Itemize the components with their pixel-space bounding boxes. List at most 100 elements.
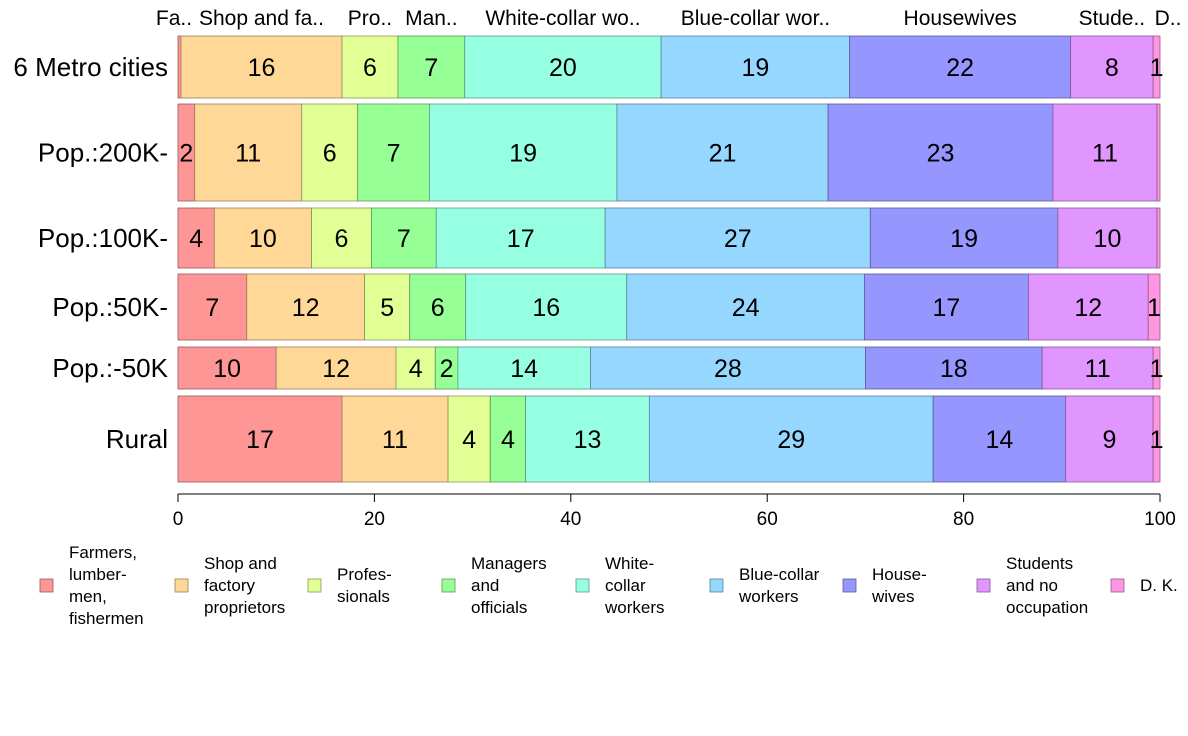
segment-value-label: 19 [509, 140, 537, 168]
segment-value-label: 16 [248, 54, 276, 82]
x-tick-label: 0 [173, 509, 184, 530]
segment-value-label: 1 [1150, 426, 1164, 454]
segment-value-label: 6 [363, 54, 377, 82]
legend-item: Students and no occupation [976, 554, 1088, 617]
bar-segment [1052, 103, 1158, 202]
bar-segment [357, 103, 430, 202]
bar-segment [341, 395, 449, 483]
bar-segment [1152, 35, 1161, 99]
segment-value-label: 1 [1150, 54, 1164, 82]
top-category-labels: Fa.. Shop and fa.. Pro.. Man.. White-collar … [156, 7, 1182, 30]
bar-segment [275, 346, 397, 390]
legend-swatch [1110, 578, 1125, 593]
legend-swatch [976, 578, 991, 593]
segment-value-label: 14 [986, 426, 1014, 454]
bar-segment [341, 35, 399, 99]
segment-value-label: 7 [397, 225, 411, 253]
segment-value-label: 4 [189, 225, 203, 253]
bar-segment [177, 35, 182, 99]
category-label: Pop.:100K- [38, 223, 168, 253]
legend-label: Farmers, lumber-men, fishermen [69, 543, 144, 628]
bar-segment [177, 346, 277, 390]
bar-segment [301, 103, 359, 202]
legend-label: Blue-collar workers [738, 565, 820, 606]
bar-segment [1147, 273, 1161, 341]
segment-value-label: 7 [424, 54, 438, 82]
category-label: Pop.:50K- [52, 292, 168, 322]
segment-value-label: 11 [1085, 355, 1111, 383]
top-series-label: Man.. [405, 7, 458, 30]
segment-value-label: 7 [205, 294, 219, 322]
top-series-label: Housewives [904, 7, 1017, 30]
segment-value-label: 27 [724, 225, 752, 253]
bar-segment [409, 273, 467, 341]
x-tick-label: 20 [364, 509, 385, 530]
segment-value-label: 17 [246, 426, 274, 454]
bar-segment [180, 35, 343, 99]
x-tick-label: 80 [953, 509, 974, 530]
bar-segment [590, 346, 866, 390]
x-axis: 0 20 40 60 80 100 [173, 493, 1176, 530]
legend-swatch [39, 578, 54, 593]
segment-value-label: 21 [709, 140, 737, 168]
category-labels: 6 Metro cities Pop.:200K- Pop.:100K- Pop.:5… [13, 52, 168, 454]
category-label: 6 Metro cities [13, 52, 168, 82]
segment-value-label: 10 [213, 355, 241, 383]
segment-value-label: 1 [1147, 294, 1161, 322]
segment-value-label: 16 [532, 294, 560, 322]
top-series-label: D.. [1155, 7, 1182, 30]
segment-value-label: 11 [1092, 140, 1118, 168]
segment-value-label: 12 [322, 355, 350, 383]
segment-value-label: 11 [235, 140, 261, 168]
bar-segment [1070, 35, 1154, 99]
legend-item: Shop and factory proprietors [174, 554, 285, 617]
legend-item: Blue-collar workers [709, 565, 820, 606]
bar-segment [177, 395, 343, 483]
bar-segment [525, 395, 650, 483]
segment-value-label: 6 [335, 225, 349, 253]
segment-value-label: 13 [574, 426, 602, 454]
legend-item: Profes-sionals [307, 565, 392, 606]
bars: 16 6 7 20 19 22 8 12 11 6 7 19 21 23 114 10 6 7 17 27 19 107 1… [177, 35, 1164, 483]
segment-value-label: 6 [431, 294, 445, 322]
bar-segment [1041, 346, 1154, 390]
segment-value-label: 6 [323, 140, 337, 168]
segment-value-label: 24 [732, 294, 760, 322]
legend-label: D. K. [1140, 576, 1178, 595]
top-series-label: Blue-collar wor.. [681, 7, 830, 30]
segment-value-label: 11 [382, 426, 408, 454]
bar-segment [311, 207, 372, 269]
legend-label: White-collar workers [604, 554, 665, 617]
segment-value-label: 1 [1150, 355, 1164, 383]
top-series-label: Pro.. [348, 7, 392, 30]
bar-segment [660, 35, 851, 99]
legend: Farmers, lumber-men, fishermen Shop and fact… [39, 543, 1178, 628]
segment-value-label: 12 [1074, 294, 1102, 322]
segment-value-label: 7 [387, 140, 401, 168]
top-series-label: Shop and fa.. [199, 7, 324, 30]
legend-item: White-collar workers [575, 554, 665, 617]
category-label: Pop.:-50K [52, 353, 168, 383]
segment-value-label: 4 [409, 355, 423, 383]
segment-value-label: 14 [510, 355, 538, 383]
bar-segment [489, 395, 527, 483]
legend-item: House-wives [842, 565, 927, 606]
segment-value-label: 19 [742, 54, 770, 82]
bar-segment [1057, 207, 1158, 269]
category-label: Pop.:200K- [38, 138, 168, 168]
category-label: Rural [106, 424, 168, 454]
bar-segment [465, 273, 628, 341]
segment-value-label: 4 [462, 426, 476, 454]
bar-segment [457, 346, 591, 390]
top-series-label: Stude.. [1079, 7, 1146, 30]
legend-swatch [575, 578, 590, 593]
legend-item: Managers and officials [441, 554, 547, 617]
bar-segment [464, 35, 662, 99]
x-tick-label: 40 [560, 509, 581, 530]
bar-segment [371, 207, 437, 269]
legend-item: Farmers, lumber-men, fishermen [39, 543, 144, 628]
bar-segment [604, 207, 871, 269]
segment-value-label: 2 [179, 140, 193, 168]
segment-value-label: 4 [501, 426, 515, 454]
